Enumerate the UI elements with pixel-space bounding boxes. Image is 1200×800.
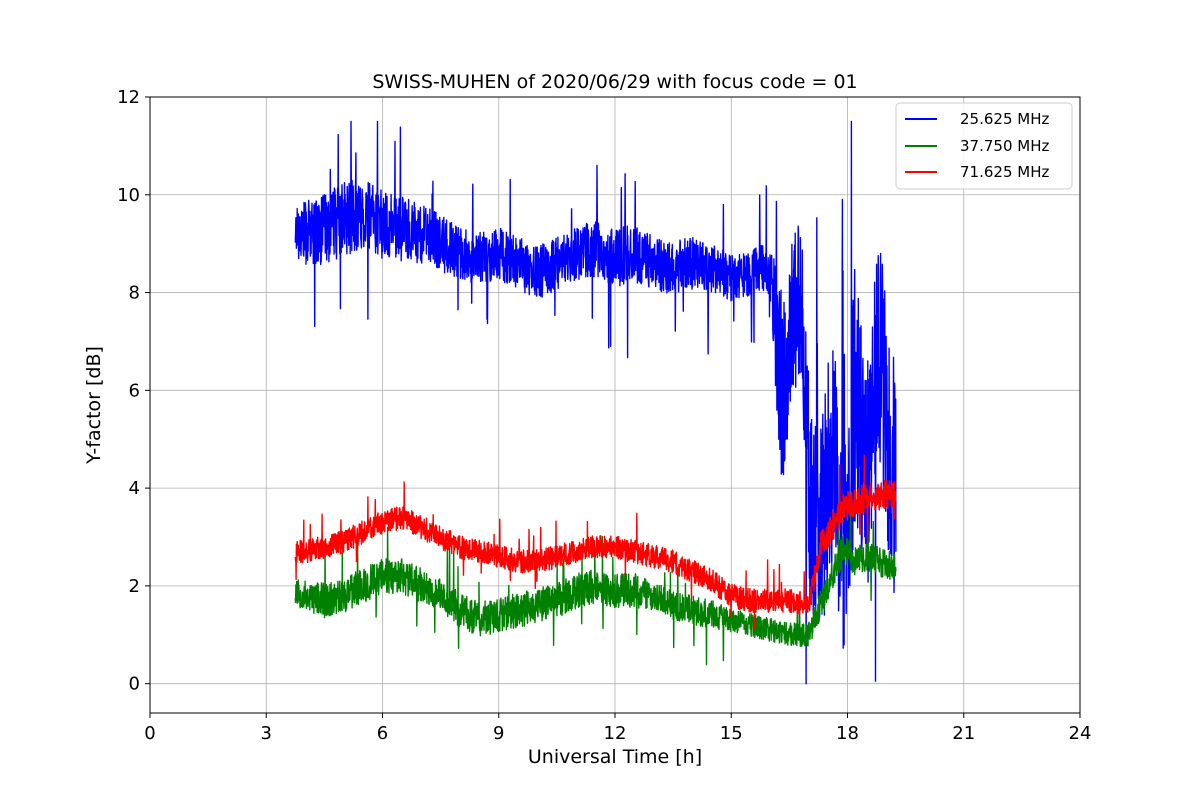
series-line-71mhz: [294, 454, 897, 630]
x-tick-label: 24: [1069, 723, 1092, 744]
y-tick-label: 12: [117, 87, 140, 108]
y-tick-label: 6: [129, 380, 140, 401]
x-tick-label: 0: [144, 723, 155, 744]
x-axis-label: Universal Time [h]: [528, 746, 702, 768]
legend-label-71mhz: 71.625 MHz: [960, 163, 1049, 181]
y-tick-label: 0: [129, 674, 140, 695]
x-tick-label: 15: [720, 723, 743, 744]
y-tick-label: 2: [129, 576, 140, 597]
x-tick-label: 12: [604, 723, 627, 744]
y-axis-label: Y-factor [dB]: [83, 346, 105, 465]
y-tick-label: 4: [129, 478, 140, 499]
x-tick-label: 9: [493, 723, 504, 744]
x-tick-label: 3: [261, 723, 272, 744]
series-line-25mhz: [294, 120, 897, 685]
legend: 25.625 MHz 37.750 MHz 71.625 MHz: [895, 102, 1073, 190]
x-axis: 0 3 6 9 12 15 18 21 24: [144, 713, 1091, 744]
y-axis: 0 2 4 6 8 10 12: [117, 87, 150, 695]
legend-label-25mhz: 25.625 MHz: [960, 110, 1049, 128]
y-tick-label: 10: [117, 185, 140, 206]
series-layer: [294, 120, 897, 685]
legend-label-37mhz: 37.750 MHz: [960, 137, 1049, 155]
x-tick-label: 18: [836, 723, 859, 744]
x-tick-label: 6: [377, 723, 388, 744]
chart-title: SWISS-MUHEN of 2020/06/29 with focus cod…: [372, 71, 857, 93]
x-tick-label: 21: [952, 723, 975, 744]
legend-box: [895, 102, 1073, 190]
y-tick-label: 8: [129, 283, 140, 304]
series-line-37mhz: [294, 511, 897, 666]
